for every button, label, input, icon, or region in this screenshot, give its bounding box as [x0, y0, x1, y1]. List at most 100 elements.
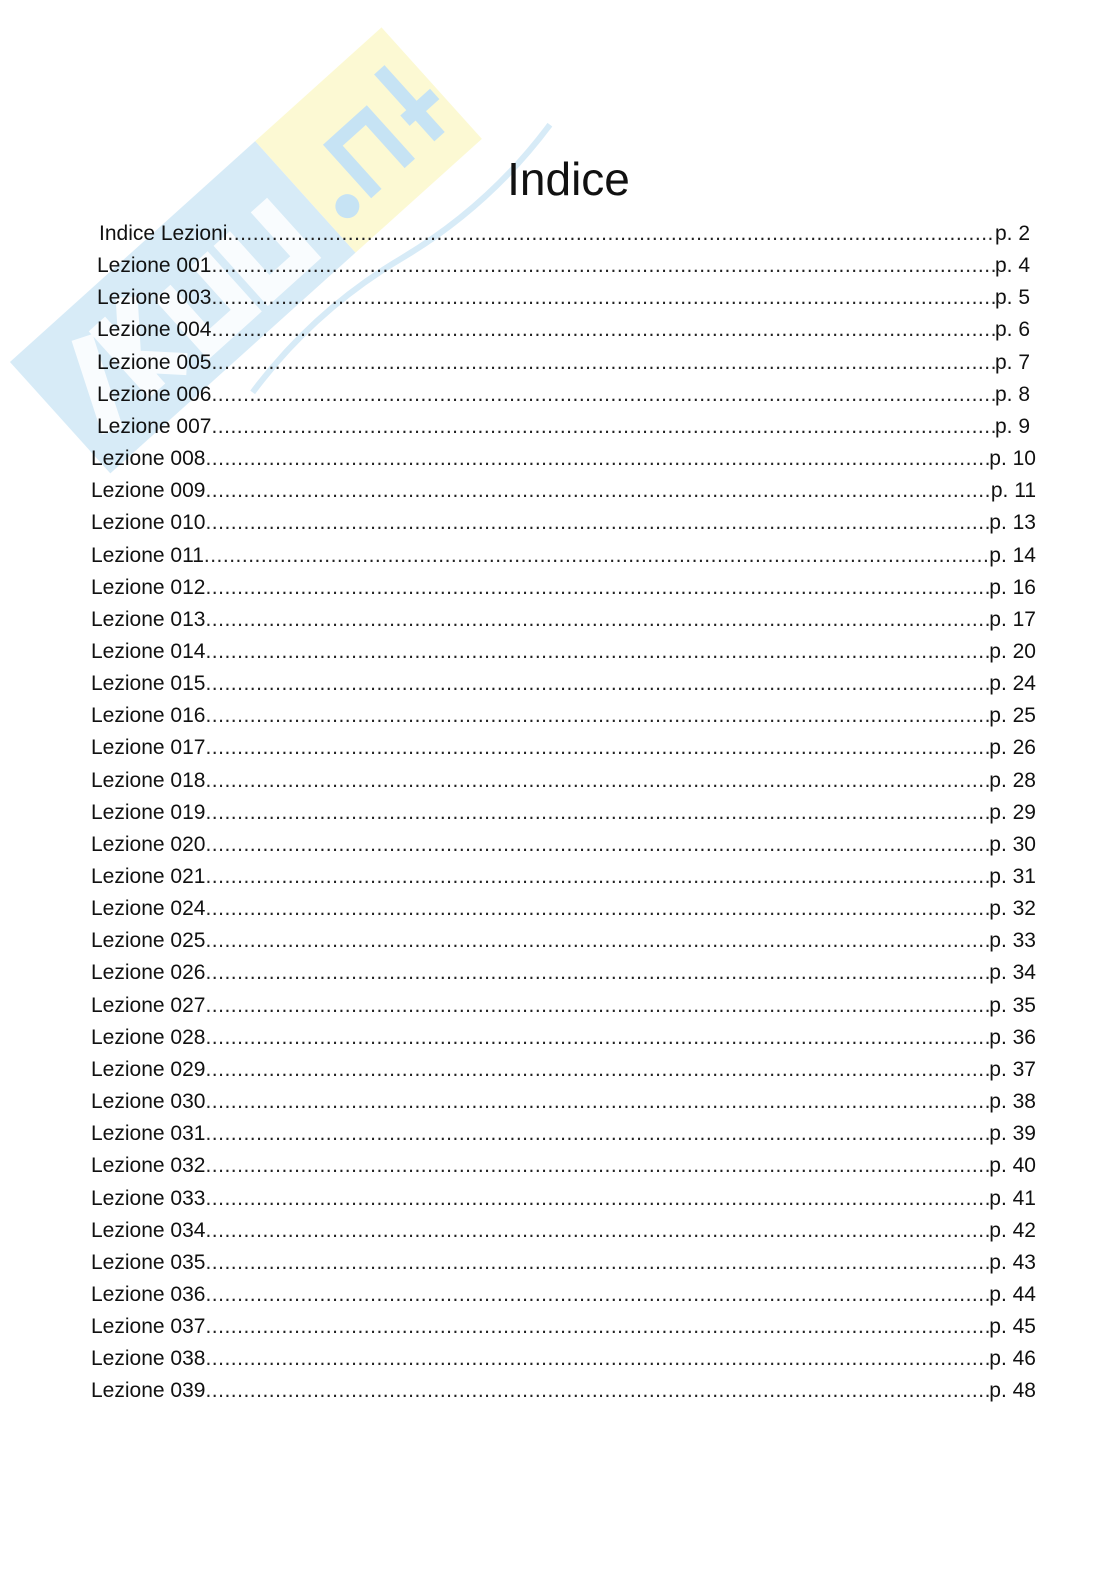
toc-entry[interactable]: Lezione 037.............................… [91, 1312, 1036, 1342]
toc-entry[interactable]: Lezione 034.............................… [91, 1216, 1036, 1246]
toc-entry[interactable]: Lezione 010.............................… [91, 508, 1036, 538]
toc-entry[interactable]: Lezione 035.............................… [91, 1248, 1036, 1278]
toc-entry-label: Lezione 028 [91, 1025, 206, 1049]
toc-entry[interactable]: Lezione 006.............................… [97, 380, 1030, 410]
toc-entry-page: p. 10 [989, 447, 1036, 471]
toc-entry[interactable]: Lezione 039.............................… [91, 1376, 1036, 1406]
toc-entry[interactable]: Lezione 028.............................… [91, 1023, 1036, 1053]
toc-entry[interactable]: Lezione 012.............................… [91, 573, 1036, 603]
toc-entry[interactable]: Lezione 011.............................… [91, 541, 1036, 571]
dot-leader: ........................................… [205, 800, 989, 824]
toc-entry-page: p. 26 [989, 736, 1036, 760]
toc-entry[interactable]: Lezione 027.............................… [91, 991, 1036, 1021]
toc-entry[interactable]: Lezione 017.............................… [91, 733, 1036, 763]
dot-leader: ........................................… [205, 1347, 989, 1371]
toc-entry-label: Lezione 016 [91, 704, 206, 728]
toc-entry-page: p. 2 [994, 222, 1030, 245]
toc-entry-page: p. 33 [989, 929, 1036, 953]
toc-entry[interactable]: Lezione 013.............................… [91, 605, 1036, 635]
dot-leader: ........................................… [205, 1186, 989, 1210]
toc-entry-label: Lezione 036 [91, 1282, 206, 1306]
toc-entry[interactable]: Lezione 029.............................… [91, 1055, 1036, 1085]
toc-entry-page: p. 6 [994, 318, 1030, 342]
toc-entry-label: Lezione 030 [91, 1090, 206, 1114]
toc-entry-label: Lezione 019 [91, 800, 206, 824]
toc-entry[interactable]: Lezione 038.............................… [91, 1344, 1036, 1374]
toc-entry-label: Lezione 006 [97, 382, 212, 406]
toc-entry[interactable]: Lezione 025.............................… [91, 926, 1036, 956]
dot-leader: ........................................… [205, 736, 989, 760]
toc-entry-label: Lezione 031 [91, 1122, 206, 1146]
dot-leader: ........................................… [205, 1090, 989, 1114]
toc-entry[interactable]: Lezione 015.............................… [91, 669, 1036, 699]
toc-entry-label: Lezione 020 [91, 832, 206, 856]
dot-leader: ........................................… [205, 1025, 989, 1049]
toc-entry[interactable]: Lezione 005.............................… [97, 348, 1030, 378]
toc-entry[interactable]: Lezione 024.............................… [91, 894, 1036, 924]
dot-leader: ........................................… [211, 382, 995, 406]
toc-entry-label: Lezione 037 [91, 1315, 206, 1339]
toc-entry[interactable]: Lezione 009.............................… [91, 476, 1036, 506]
toc-entry-page: p. 32 [989, 897, 1036, 921]
toc-entry[interactable]: Lezione 032.............................… [91, 1151, 1036, 1181]
toc-entry-page: p. 11 [990, 479, 1036, 503]
toc-entry[interactable]: Lezione 021.............................… [91, 862, 1036, 892]
toc-entry-label: Lezione 032 [91, 1154, 206, 1178]
dot-leader: ........................................… [227, 222, 995, 245]
toc-entry[interactable]: Lezione 019.............................… [91, 798, 1036, 828]
toc-entry-page: p. 36 [989, 1025, 1036, 1049]
dot-leader: ........................................… [205, 447, 989, 471]
toc-entry[interactable]: Lezione 020.............................… [91, 830, 1036, 860]
toc-entry-label: Lezione 011 [91, 543, 204, 567]
toc-entry-page: p. 46 [989, 1347, 1036, 1371]
toc-entry-label: Lezione 014 [91, 639, 206, 663]
toc-entry-label: Lezione 039 [91, 1379, 206, 1403]
dot-leader: ........................................… [205, 511, 989, 535]
toc-entry[interactable]: Lezione 001.............................… [97, 251, 1030, 281]
dot-leader: ........................................… [205, 1122, 989, 1146]
toc-entry-label: Lezione 021 [91, 865, 206, 888]
toc-entry[interactable]: Indice Lezioni..........................… [99, 219, 1030, 249]
page-title: Indice [507, 153, 630, 205]
dot-leader: ........................................… [205, 1379, 989, 1403]
toc-entry[interactable]: Lezione 008.............................… [91, 444, 1036, 474]
toc-entry[interactable]: Lezione 036.............................… [91, 1280, 1036, 1310]
dot-leader: ........................................… [205, 768, 989, 792]
toc-entry[interactable]: Lezione 003.............................… [97, 283, 1030, 313]
toc-entry-page: p. 9 [994, 414, 1030, 438]
toc-entry-label: Lezione 012 [91, 575, 206, 599]
toc-entry-page: p. 14 [989, 543, 1036, 567]
toc-entry[interactable]: Lezione 026.............................… [91, 958, 1036, 988]
toc-entry[interactable]: Lezione 007.............................… [97, 412, 1030, 442]
dot-leader: ........................................… [205, 607, 989, 631]
dot-leader: ........................................… [205, 897, 989, 921]
toc-entry-label: Lezione 026 [91, 961, 206, 985]
toc-entry[interactable]: Lezione 031.............................… [91, 1119, 1036, 1149]
toc-entry-page: p. 5 [994, 286, 1030, 310]
toc-entry-page: p. 30 [989, 832, 1036, 856]
dot-leader: ........................................… [205, 929, 989, 953]
toc-entry-page: p. 43 [989, 1250, 1036, 1274]
toc-entry-page: p. 31 [989, 865, 1036, 888]
dot-leader: ........................................… [205, 1250, 989, 1274]
toc-entry-page: p. 42 [989, 1218, 1036, 1242]
toc-entry-page: p. 45 [989, 1315, 1036, 1339]
toc-entry-label: Lezione 027 [91, 993, 206, 1017]
toc-entry-label: Lezione 013 [91, 607, 206, 631]
dot-leader: ........................................… [211, 414, 995, 438]
toc-entry-label: Lezione 001 [97, 254, 212, 278]
toc-entry-label: Lezione 025 [91, 929, 206, 953]
toc-entry[interactable]: Lezione 014.............................… [91, 637, 1036, 667]
toc-entry[interactable]: Lezione 016.............................… [91, 701, 1036, 731]
toc-entry-label: Indice Lezioni [99, 222, 228, 245]
toc-entry-page: p. 44 [989, 1282, 1036, 1306]
toc-entry-page: p. 24 [989, 672, 1036, 696]
toc-entry-page: p. 35 [989, 993, 1036, 1017]
toc-entry[interactable]: Lezione 030.............................… [91, 1087, 1036, 1117]
toc-entry[interactable]: Lezione 004.............................… [97, 315, 1030, 345]
toc-entry[interactable]: Lezione 033.............................… [91, 1184, 1036, 1214]
toc-entry[interactable]: Lezione 018.............................… [91, 766, 1036, 796]
toc-entry-page: p. 37 [989, 1057, 1036, 1081]
toc-entry-label: Lezione 008 [91, 447, 206, 471]
dot-leader: ........................................… [205, 672, 989, 696]
